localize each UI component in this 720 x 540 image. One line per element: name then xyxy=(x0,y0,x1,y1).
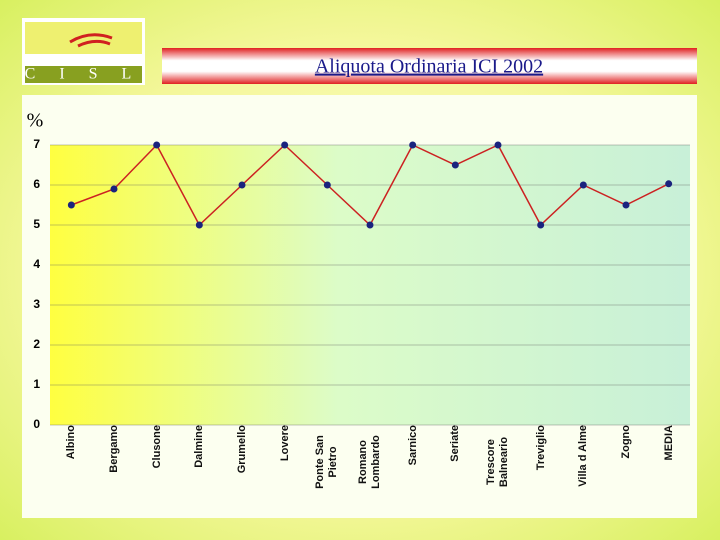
plot-area xyxy=(50,145,690,425)
x-tick-label: Trescore Balneario xyxy=(485,436,510,488)
y-tick-label: 3 xyxy=(33,297,40,311)
x-tick-label: Bergamo xyxy=(107,425,120,473)
data-point xyxy=(579,181,587,189)
data-point xyxy=(537,221,545,229)
data-point xyxy=(665,180,673,188)
data-point xyxy=(195,221,203,229)
data-point xyxy=(494,141,502,149)
logo-top: BERGAMO xyxy=(35,53,131,67)
x-tick-label: Ponte San Pietro xyxy=(314,435,340,489)
data-point xyxy=(67,201,75,209)
x-tick-label: Lovere xyxy=(278,425,291,462)
y-tick-label: 7 xyxy=(33,137,40,151)
x-tick-label: Seriate xyxy=(448,425,461,462)
x-tick-label: Villa d Alme xyxy=(576,425,589,487)
x-tick-label: Zogno xyxy=(619,425,632,459)
logo-flag xyxy=(69,33,113,48)
x-tick-label: Clusone xyxy=(150,425,163,469)
x-tick-label: Dalmine xyxy=(192,425,205,468)
data-point xyxy=(153,141,161,149)
x-tick-label: Romano Lombardo xyxy=(357,435,382,489)
y-tick-label: 4 xyxy=(33,257,40,271)
chart-title: Aliquota Ordinaria ICI 2002 xyxy=(315,56,543,78)
y-tick-label: 2 xyxy=(33,337,40,351)
x-tick-label: Albino xyxy=(64,425,77,460)
logo-band xyxy=(25,66,142,83)
data-point xyxy=(323,181,331,189)
y-tick-label: 0 xyxy=(33,417,40,431)
x-tick-label: MEDIA xyxy=(662,425,675,461)
y-tick-label: 1 xyxy=(33,377,40,391)
data-point xyxy=(409,141,417,149)
y-tick-label: 6 xyxy=(33,177,40,191)
x-tick-label: Grumello xyxy=(235,425,248,474)
data-point xyxy=(366,221,374,229)
data-point xyxy=(451,161,459,169)
x-tick-label: Treviglio xyxy=(534,425,547,471)
x-tick-label: Sarnico xyxy=(406,425,419,466)
data-point xyxy=(238,181,246,189)
data-point xyxy=(281,141,289,149)
data-point xyxy=(622,201,630,209)
logo-bottom: C I S L xyxy=(25,66,142,83)
title-bar xyxy=(162,48,697,84)
y-axis-label: % xyxy=(27,110,44,132)
data-point xyxy=(110,185,118,193)
logo-skyline xyxy=(25,22,142,54)
y-tick-label: 5 xyxy=(33,217,40,231)
